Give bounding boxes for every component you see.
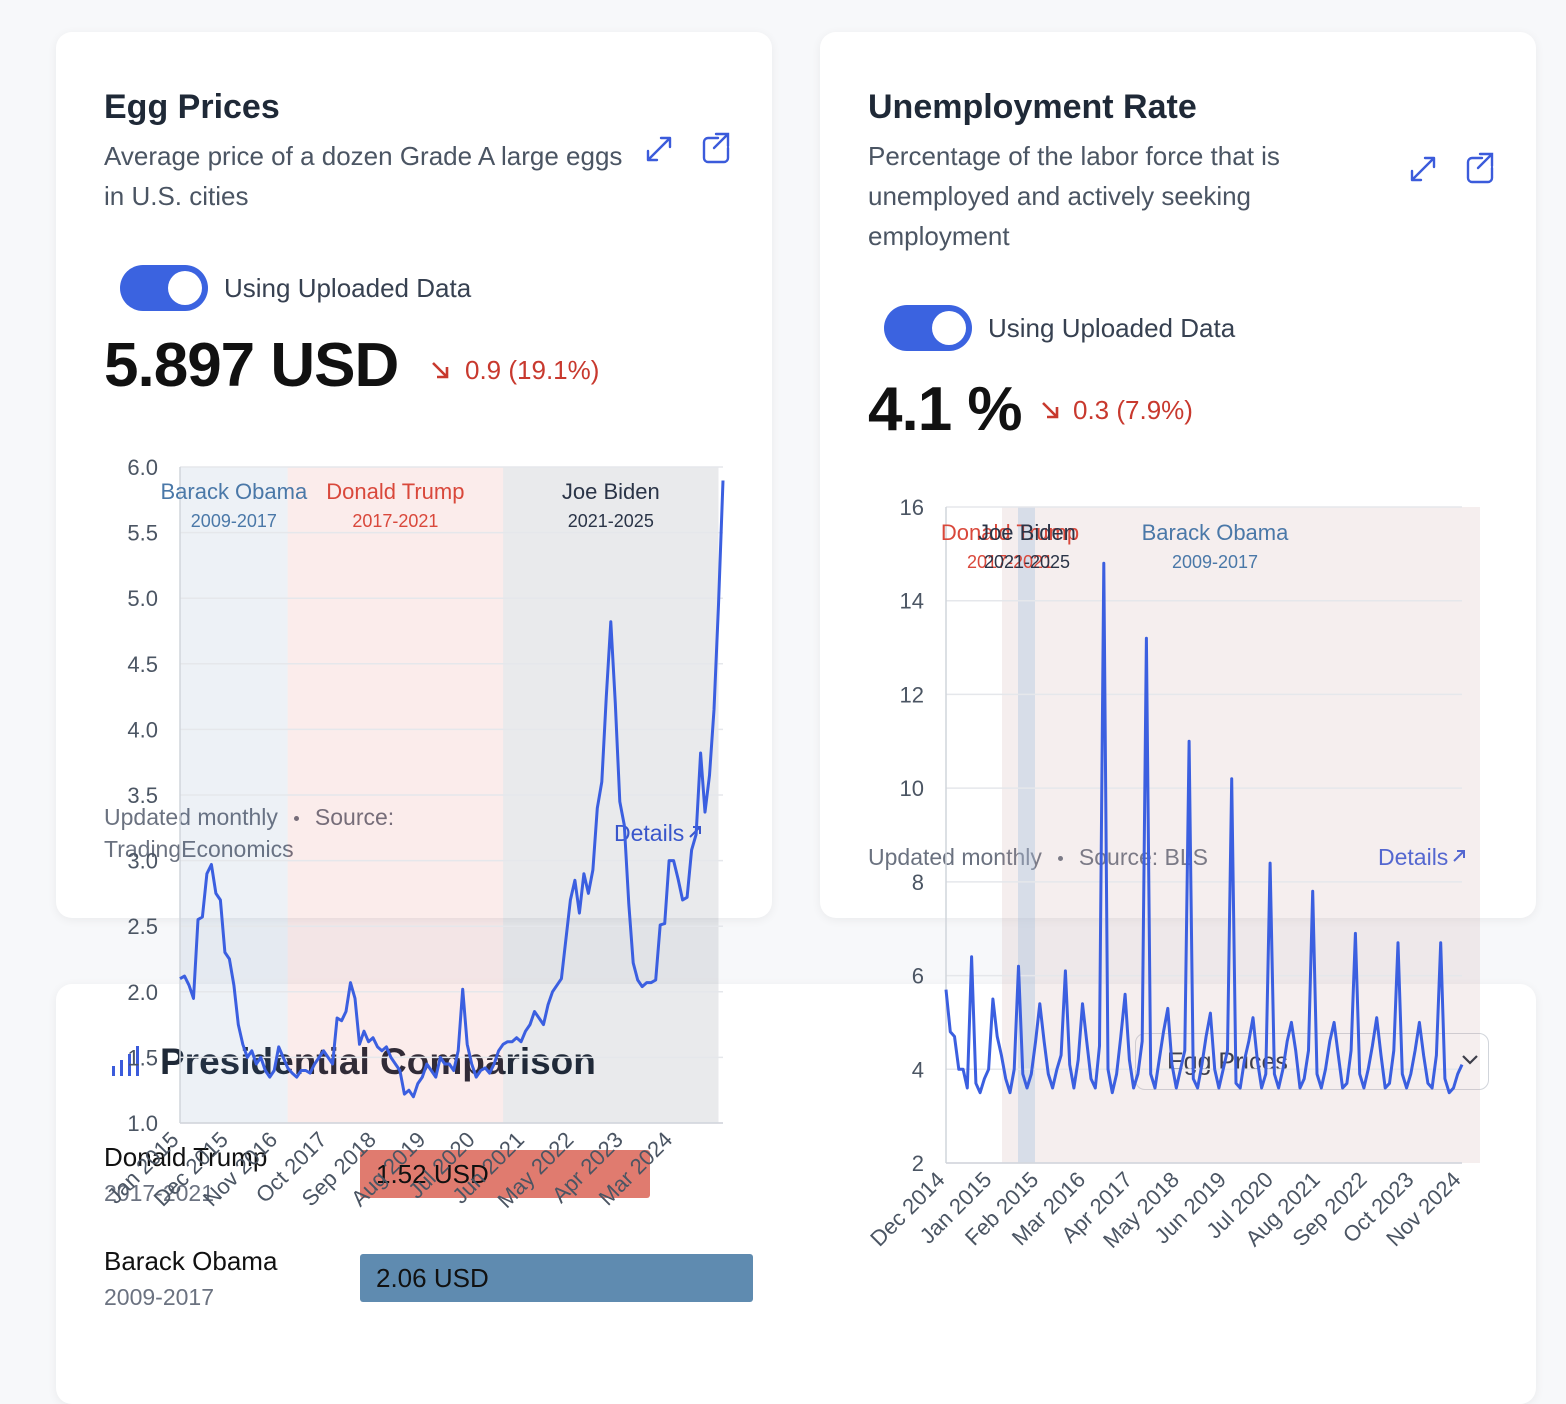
card-actions: [1410, 152, 1494, 184]
details-text: Details: [1378, 844, 1449, 870]
card-title: Egg Prices: [104, 88, 280, 126]
bar: [360, 1150, 650, 1198]
card-description: Average price of a dozen Grade A large e…: [104, 141, 623, 211]
card-title: Unemployment Rate: [868, 88, 1197, 126]
page: {"cards": [ {"title": "Egg Prices", "des…: [101, 88, 1494, 1310]
bar: [360, 1254, 753, 1302]
card-actions: [646, 132, 730, 164]
row-name: Barack Obama: [104, 1246, 278, 1276]
current-value: 5.897 USD: [104, 331, 399, 400]
comparison-title: Presidential Comparison: [160, 1041, 596, 1082]
dropdown-value: Egg Prices: [1167, 1048, 1288, 1076]
row-name: Donald Trump: [104, 1142, 268, 1172]
current-value: 4.1 %: [868, 375, 1023, 444]
details-arrow: [689, 826, 702, 838]
card-description: Percentage of the labor force that is un…: [868, 141, 1280, 251]
separator: [293, 816, 299, 822]
chart-icon: [112, 1046, 139, 1076]
card-footer: Updated monthly Source: BLS: [868, 841, 1288, 873]
bar-label: 1.52 USD: [376, 1159, 489, 1189]
chevron: [1462, 1055, 1478, 1065]
toggle-label: Using Uploaded Data: [224, 273, 472, 303]
expand-icon[interactable]: [646, 136, 672, 162]
details-text: Details: [614, 820, 685, 846]
source-note: Source: BLS: [1078, 844, 1209, 870]
change-value: 0.9 (19.1%): [465, 355, 600, 385]
bar-label: 2.06 USD: [376, 1263, 489, 1293]
down-arrow: [1042, 402, 1059, 419]
data-toggle[interactable]: [884, 305, 972, 351]
open-icon[interactable]: [702, 132, 730, 164]
open-icon[interactable]: [1466, 152, 1494, 184]
details-arrow: [1453, 850, 1466, 862]
details-link[interactable]: Details: [614, 820, 706, 847]
separator: [1057, 856, 1063, 862]
data-toggle[interactable]: [120, 265, 208, 311]
update-note: Updated monthly: [104, 804, 278, 830]
change-value: 0.3 (7.9%): [1073, 395, 1193, 425]
toggle-label: Using Uploaded Data: [988, 313, 1236, 343]
expand-icon[interactable]: [1410, 156, 1436, 182]
details-link[interactable]: Details: [1378, 844, 1470, 871]
row-years: 2009-2017: [104, 1284, 214, 1310]
update-note: Updated monthly: [868, 844, 1042, 870]
card-footer: Updated monthly Source: TradingEconomics: [104, 801, 454, 865]
row-years: 2017-2021: [104, 1180, 214, 1206]
down-arrow: [432, 362, 449, 379]
